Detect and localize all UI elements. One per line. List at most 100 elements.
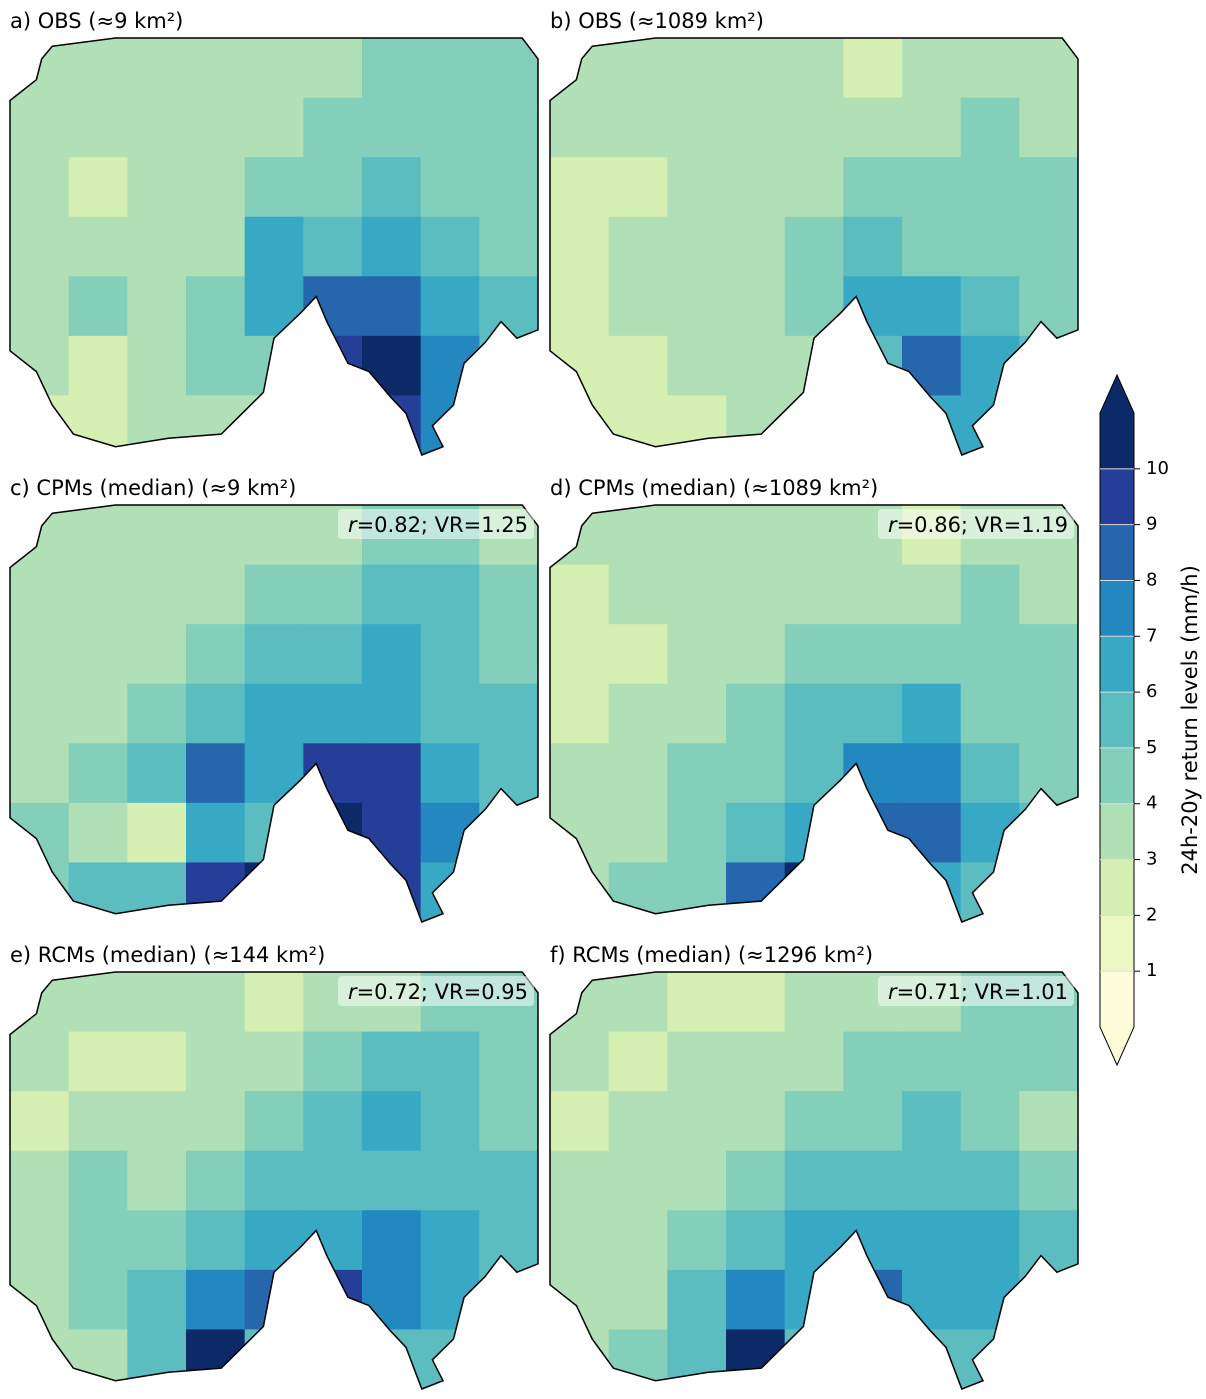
grid-cell xyxy=(550,97,610,158)
grid-cell xyxy=(608,1150,668,1211)
grid-cell xyxy=(68,1150,128,1211)
grid-cell xyxy=(68,276,128,337)
grid-cell xyxy=(244,1031,304,1092)
grid-cell xyxy=(550,335,610,397)
grid-cell xyxy=(726,972,786,1033)
grid-cell xyxy=(960,157,1020,218)
grid-cell xyxy=(362,157,422,218)
grid-cell xyxy=(10,862,70,922)
grid-cell xyxy=(1019,395,1078,455)
grid-cell xyxy=(186,216,246,277)
grid-cell xyxy=(784,802,844,864)
stat-text: =0.86; VR=1.19 xyxy=(897,513,1068,537)
grid-cell xyxy=(303,683,363,744)
grid-cell xyxy=(550,564,610,625)
grid-cell xyxy=(10,1031,70,1092)
grid-cell xyxy=(667,1329,727,1389)
stat-box xyxy=(338,509,534,539)
grid-cell xyxy=(667,395,727,455)
grid-cell xyxy=(10,1091,70,1152)
colorbar-tick-label: 10 xyxy=(1146,458,1169,479)
colorbar-cell xyxy=(1100,971,1134,1028)
grid-cell xyxy=(186,335,246,397)
grid-cell xyxy=(127,1091,187,1152)
grid-cell xyxy=(479,97,538,158)
grid-cell xyxy=(303,97,363,158)
grid-cell xyxy=(479,335,538,397)
grid-cell xyxy=(479,862,538,922)
grid-cell xyxy=(479,1031,538,1092)
colorbar-cell xyxy=(1100,580,1134,637)
grid-cell xyxy=(420,1269,480,1331)
grid-cell xyxy=(186,1031,246,1092)
grid-cell xyxy=(10,335,70,397)
grid-cell xyxy=(244,683,304,744)
grid-cell xyxy=(479,1150,538,1211)
grid-cell xyxy=(10,395,70,455)
grid-cell xyxy=(68,1031,128,1092)
colorbar-extend xyxy=(1100,1027,1134,1065)
grid-cell xyxy=(608,335,668,397)
colorbar-tick-label: 1 xyxy=(1146,960,1157,981)
grid-cell xyxy=(186,1329,246,1389)
grid-cell xyxy=(186,276,246,337)
grid-cell xyxy=(1019,1091,1078,1152)
colorbar-cell xyxy=(1100,413,1134,470)
grid-cell xyxy=(127,1150,187,1211)
map-panel xyxy=(10,972,538,1389)
grid-cell xyxy=(186,972,246,1033)
grid-cell xyxy=(420,1091,480,1152)
grid-cell xyxy=(303,1150,363,1211)
colorbar-tick-label: 9 xyxy=(1146,514,1157,535)
panel-title: f) RCMs (median) (≈1296 km²) xyxy=(550,943,873,967)
grid-cell xyxy=(608,743,668,804)
grid-cell xyxy=(127,276,187,337)
grid-cell xyxy=(186,1150,246,1211)
grid-cell xyxy=(960,683,1020,744)
grid-cell xyxy=(726,216,786,277)
grid-cell xyxy=(244,216,304,277)
grid-cell xyxy=(667,683,727,744)
grid-cell xyxy=(902,395,962,455)
grid-cell xyxy=(362,624,422,685)
grid-cell xyxy=(960,624,1020,685)
grid-cell xyxy=(902,216,962,277)
grid-cell xyxy=(362,335,422,397)
grid-cell xyxy=(127,395,187,455)
panel-title: b) OBS (≈1089 km²) xyxy=(550,9,764,33)
colorbar-tick-label: 3 xyxy=(1146,849,1157,870)
grid-cell xyxy=(550,216,610,277)
grid-cell xyxy=(186,624,246,685)
grid-cell xyxy=(68,972,128,1033)
grid-cell xyxy=(303,1091,363,1152)
grid-cell xyxy=(1019,1210,1078,1271)
grid-cell xyxy=(843,1210,903,1271)
grid-cell xyxy=(479,38,538,99)
colorbar-tick-label: 2 xyxy=(1146,904,1157,925)
grid-cell xyxy=(244,862,304,922)
grid-cell xyxy=(902,683,962,744)
grid-cell xyxy=(479,276,538,337)
grid-cell xyxy=(244,1091,304,1152)
grid-cell xyxy=(550,157,610,218)
grid-cell xyxy=(68,157,128,218)
grid-cell xyxy=(960,802,1020,864)
grid-cell xyxy=(960,1150,1020,1211)
grid-cell xyxy=(608,624,668,685)
panel-title: e) RCMs (median) (≈144 km²) xyxy=(10,943,325,967)
grid-cell xyxy=(667,1031,727,1092)
colorbar-tick-label: 5 xyxy=(1146,737,1157,758)
grid-cell xyxy=(362,1150,422,1211)
grid-cell xyxy=(960,1091,1020,1152)
grid-cell xyxy=(667,1269,727,1331)
grid-cell xyxy=(784,1031,844,1092)
grid-cell xyxy=(550,1329,610,1389)
grid-cell xyxy=(127,335,187,397)
grid-cell xyxy=(303,1329,363,1389)
grid-cell xyxy=(667,802,727,864)
grid-cell xyxy=(362,38,422,99)
grid-cell xyxy=(420,743,480,804)
grid-cell xyxy=(784,972,844,1033)
grid-cell xyxy=(420,157,480,218)
grid-cell xyxy=(68,683,128,744)
